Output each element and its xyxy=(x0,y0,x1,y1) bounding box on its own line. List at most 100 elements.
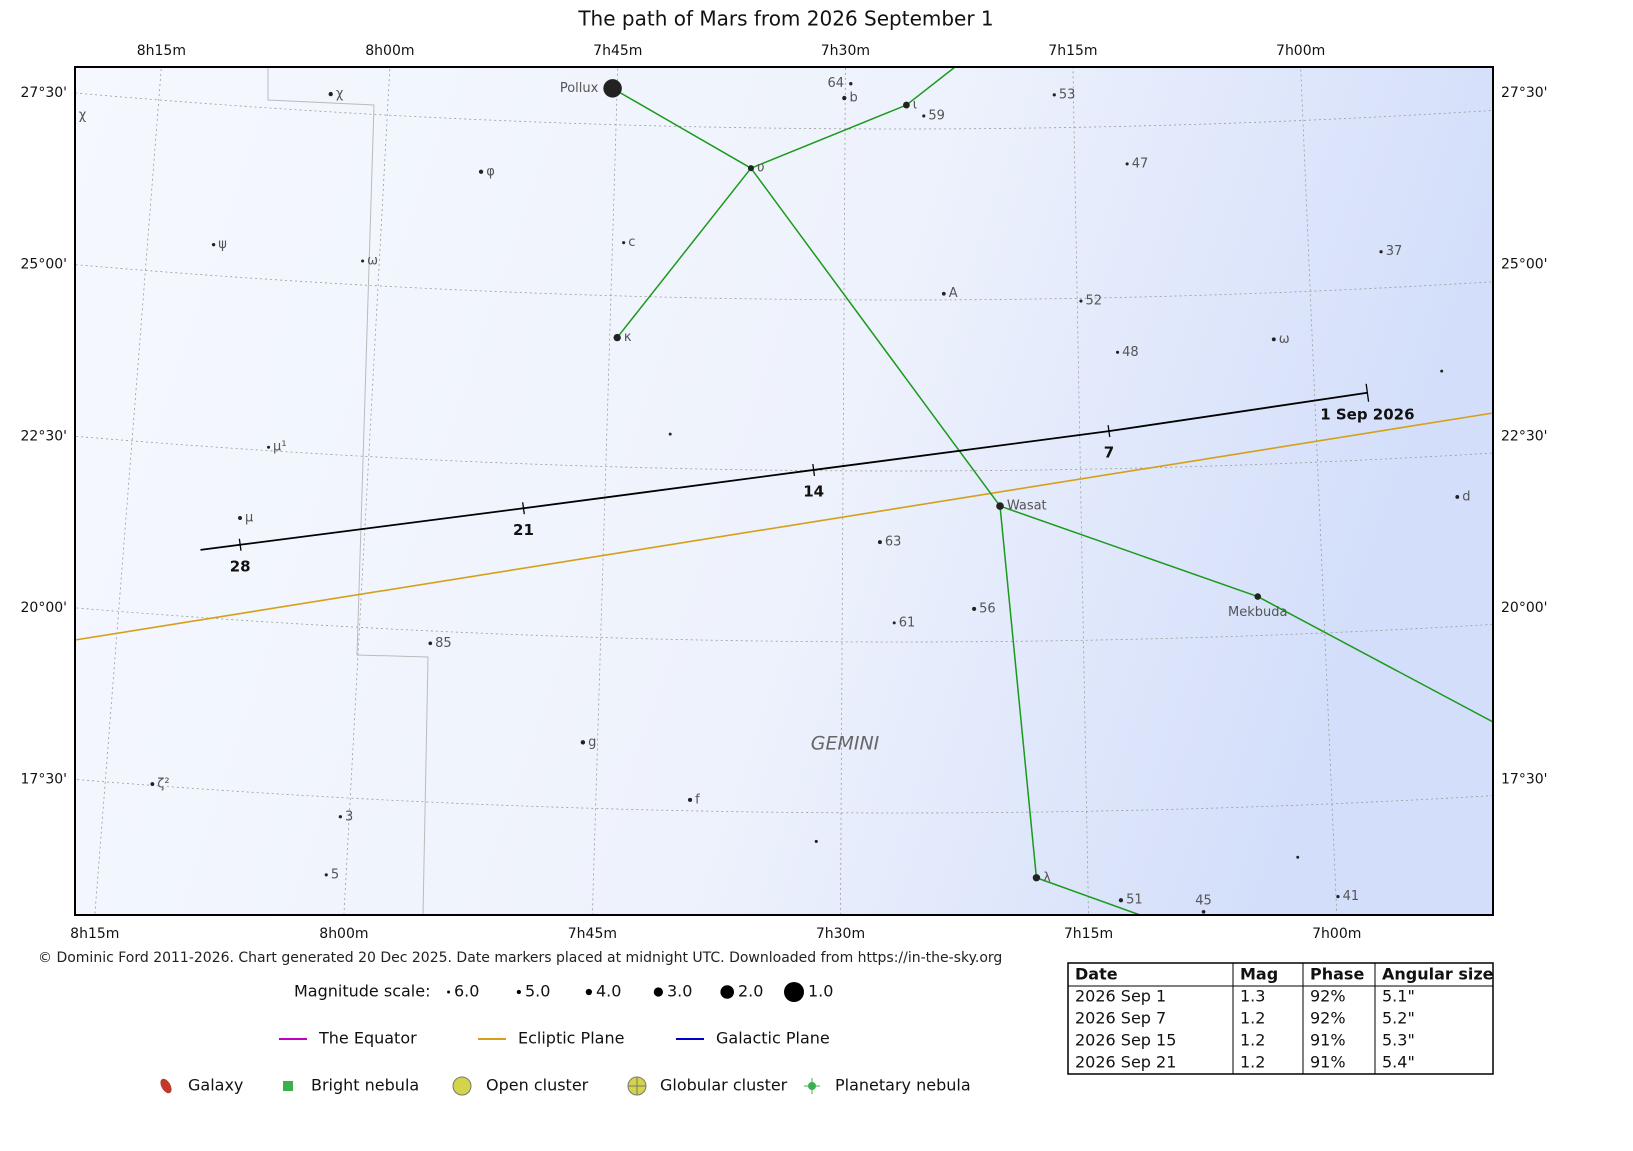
magnitude-label: 5.0 xyxy=(525,982,550,1001)
star-label: 63 xyxy=(885,535,902,550)
symbol-label: Globular cluster xyxy=(660,1076,788,1095)
star xyxy=(324,873,328,877)
magnitude-scale-title: Magnitude scale: xyxy=(294,982,430,1001)
star xyxy=(941,291,946,296)
star-label: Wasat xyxy=(1007,499,1047,514)
dec-tick-label-left: 20°00' xyxy=(21,600,67,616)
ra-tick-label-bottom: 7h00m xyxy=(1312,926,1361,942)
star-label: ζ² xyxy=(157,777,169,792)
ra-tick-label-bottom: 7h15m xyxy=(1064,926,1113,942)
star xyxy=(1052,93,1056,97)
figure-line xyxy=(750,104,907,169)
line-legend: The Equator Ecliptic Plane Galactic Plane xyxy=(279,1029,830,1048)
ra-grid-line xyxy=(840,67,846,915)
table-cell: 2026 Sep 7 xyxy=(1075,1009,1166,1028)
star-label: A xyxy=(949,286,958,301)
dec-tick-label-left: 27°30' xyxy=(21,85,67,101)
star-label: 52 xyxy=(1086,294,1103,309)
symbol-legend: Galaxy Bright nebula Open cluster Globular … xyxy=(160,1076,971,1096)
star xyxy=(603,79,622,98)
star-label: f xyxy=(695,792,700,807)
table-cell: 1.3 xyxy=(1240,987,1265,1006)
star-label: 85 xyxy=(435,636,452,651)
table-header: Date xyxy=(1075,965,1118,984)
star-label: 53 xyxy=(1059,87,1076,102)
star-label: λ xyxy=(1043,870,1051,885)
symbol-label: Bright nebula xyxy=(311,1076,419,1095)
star xyxy=(150,782,155,786)
star xyxy=(613,333,621,342)
ra-tick-label-top: 8h15m xyxy=(137,43,186,59)
star-label: υ xyxy=(757,161,765,176)
ra-tick-label-bottom: 7h30m xyxy=(816,926,865,942)
magnitude-legend: 6.0 5.0 4.0 3.0 2.0 1.0 xyxy=(447,982,833,1002)
date-label: 21 xyxy=(513,521,534,539)
date-label: 14 xyxy=(803,482,824,500)
date-label: 28 xyxy=(230,557,251,575)
ra-tick-label-top: 7h15m xyxy=(1048,43,1097,59)
star-label: 48 xyxy=(1122,345,1139,360)
dec-grid-line xyxy=(75,779,1493,814)
ra-tick-label-top: 7h45m xyxy=(593,43,642,59)
ra-tick-label-bottom: 8h00m xyxy=(319,926,368,942)
star xyxy=(687,797,693,802)
star-label: κ xyxy=(624,330,632,345)
star xyxy=(338,815,342,819)
plot-frame xyxy=(74,66,1494,916)
date-marker xyxy=(522,502,525,515)
ra-tick-label-top: 8h00m xyxy=(365,43,414,59)
table-header: Phase xyxy=(1310,965,1364,984)
date-marker xyxy=(1365,383,1370,402)
chart-title: The path of Mars from 2026 September 1 xyxy=(577,7,993,31)
star-label: 45 xyxy=(1195,893,1212,908)
table-cell: 2026 Sep 1 xyxy=(1075,987,1166,1006)
star-label: ι xyxy=(913,98,917,113)
table-cell: 92% xyxy=(1310,1009,1346,1028)
star-label: 56 xyxy=(979,601,996,616)
figure-line xyxy=(999,505,1038,878)
dec-tick-label-right: 22°30' xyxy=(1501,428,1547,444)
dec-tick-label-left: 17°30' xyxy=(21,771,67,787)
ra-grid-line xyxy=(1300,67,1338,915)
star-label: 61 xyxy=(899,615,916,630)
figure-line xyxy=(1036,877,1141,915)
ra-grid-line xyxy=(343,67,391,915)
star xyxy=(902,101,910,109)
sky-background xyxy=(75,67,1493,915)
globular-cluster-icon xyxy=(627,1076,647,1096)
table-cell: 5.1" xyxy=(1382,987,1415,1006)
magnitude-dot xyxy=(653,987,663,997)
star-label: 3 xyxy=(345,809,353,824)
star-label: ψ xyxy=(218,237,227,252)
data-table: Date Mag Phase Angular size 2026 Sep 1 1.3 92%… xyxy=(1067,962,1494,1075)
ra-grid-line xyxy=(1072,67,1089,915)
star xyxy=(814,839,818,843)
star xyxy=(922,114,926,118)
mars-path: 1 Sep 2026 7 14 21 28 xyxy=(200,383,1415,575)
star-label: φ xyxy=(486,164,495,179)
legend-label: Galactic Plane xyxy=(716,1029,830,1048)
star-label: 51 xyxy=(1126,893,1143,908)
star-label: ω xyxy=(1279,332,1290,347)
star-label: ω xyxy=(367,254,378,269)
axes: 8h15m 8h15m 8h00m 8h00m 7h45m 7h45m 7h30m 7h30m… xyxy=(21,43,1548,942)
star xyxy=(1336,895,1340,899)
star xyxy=(267,445,271,449)
ra-grid-line xyxy=(94,67,162,915)
figure-line xyxy=(616,167,752,339)
date-label: 1 Sep 2026 xyxy=(1320,405,1414,423)
star-label: μ¹ xyxy=(273,440,286,455)
dec-grid-line xyxy=(75,264,1493,301)
star xyxy=(996,502,1004,510)
star xyxy=(877,540,882,545)
magnitude-label: 3.0 xyxy=(667,982,692,1001)
star xyxy=(1118,898,1124,903)
star-label: c xyxy=(628,235,635,250)
star-label: b xyxy=(849,91,857,106)
credit: © Dominic Ford 2011-2026. Chart generate… xyxy=(38,950,1002,966)
figure-line xyxy=(1257,595,1493,723)
star xyxy=(328,91,333,97)
